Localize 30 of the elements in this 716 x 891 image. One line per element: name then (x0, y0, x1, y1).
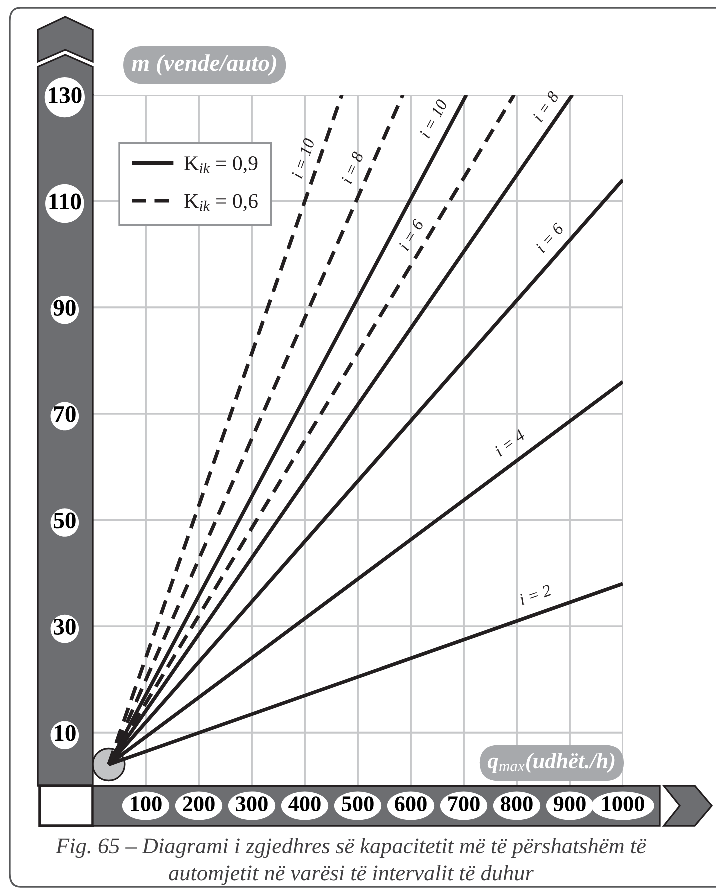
x-tick-label: 600 (395, 796, 427, 812)
x-tick-label: 100 (131, 796, 162, 812)
y-tick-label: 110 (50, 194, 82, 210)
y-tick-label: 90 (54, 300, 76, 316)
x-axis-title: q$_{max}$(udhët./h) (488, 752, 615, 774)
y-tick-label: 10 (55, 725, 76, 742)
annotation: i = 8 (532, 90, 560, 123)
legend-label: K$_{ik}$ = 0,6 (184, 194, 258, 212)
x-tick-label: 700 (448, 796, 480, 812)
x-tick-label: 300 (236, 796, 268, 812)
annotation: i = 8 (341, 151, 364, 184)
x-tick-label: 200 (183, 796, 215, 812)
annotation: i = 10 (419, 98, 448, 139)
y-tick-label: 30 (54, 619, 76, 635)
y-tick-label: 130 (49, 87, 82, 104)
x-tick-label: 800 (501, 796, 533, 812)
x-tick-label: 900 (554, 796, 586, 812)
y-tick-label: 50 (54, 512, 76, 529)
annotation: i = 10 (292, 138, 316, 179)
legend-label: K$_{ik}$ = 0,9 (184, 156, 258, 174)
y-axis-title: m (vende/auto) (132, 54, 276, 76)
caption: Fig. 65 – Diagrami i zgjedhres së kapacitetit më të përshatshëm të automjetit në varësi të intervalit të duhur (56, 838, 647, 886)
x-tick-label: 500 (342, 796, 374, 812)
annotation: i = 6 (535, 222, 565, 254)
x-tick-label: 400 (288, 796, 321, 812)
y-tick-label: 70 (54, 406, 76, 422)
x-tick-label: 1000 (602, 796, 644, 812)
annotation: i = 4 (494, 429, 526, 457)
annotation: i = 2 (519, 584, 552, 606)
annotation: i = 6 (398, 218, 424, 252)
